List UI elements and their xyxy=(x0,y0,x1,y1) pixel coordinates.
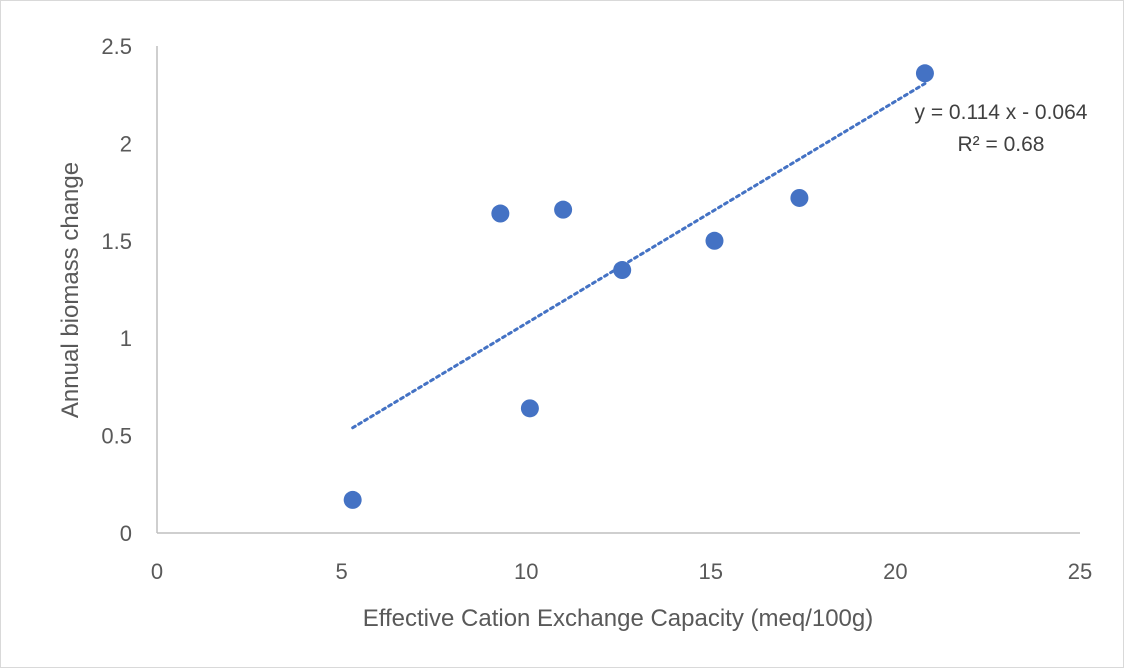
data-points xyxy=(343,64,934,509)
y-tick-label: 0 xyxy=(120,521,132,546)
x-tick-labels: 0 5 10 15 20 25 xyxy=(151,559,1092,584)
x-tick-label: 10 xyxy=(514,559,538,584)
x-tick-label: 20 xyxy=(883,559,907,584)
y-tick-label: 1 xyxy=(120,326,132,351)
data-point xyxy=(915,64,934,83)
x-axis-title: Effective Cation Exchange Capacity (meq/… xyxy=(363,605,874,632)
data-point xyxy=(705,231,724,250)
x-tick-label: 25 xyxy=(1068,559,1092,584)
y-axis-title: Annual biomass change xyxy=(57,162,84,418)
y-tick-label: 2 xyxy=(120,131,132,156)
data-point xyxy=(343,490,362,509)
axes xyxy=(156,46,1080,534)
data-point xyxy=(613,261,632,280)
y-tick-labels: 0 0.5 1 1.5 2 2.5 xyxy=(101,34,132,546)
x-tick-label: 5 xyxy=(335,559,347,584)
x-tick-label: 15 xyxy=(699,559,723,584)
data-point xyxy=(520,399,539,418)
x-tick-label: 0 xyxy=(151,559,163,584)
y-tick-label: 1.5 xyxy=(101,229,132,254)
data-point xyxy=(491,204,510,223)
y-tick-label: 2.5 xyxy=(101,34,132,59)
y-tick-label: 0.5 xyxy=(101,424,132,449)
data-point xyxy=(790,188,809,207)
trendline xyxy=(351,82,927,430)
trendline-r2-label: R² = 0.68 xyxy=(958,133,1045,156)
trendline-equation-label: y = 0.114 x - 0.064 xyxy=(915,101,1088,124)
data-point xyxy=(554,200,573,219)
